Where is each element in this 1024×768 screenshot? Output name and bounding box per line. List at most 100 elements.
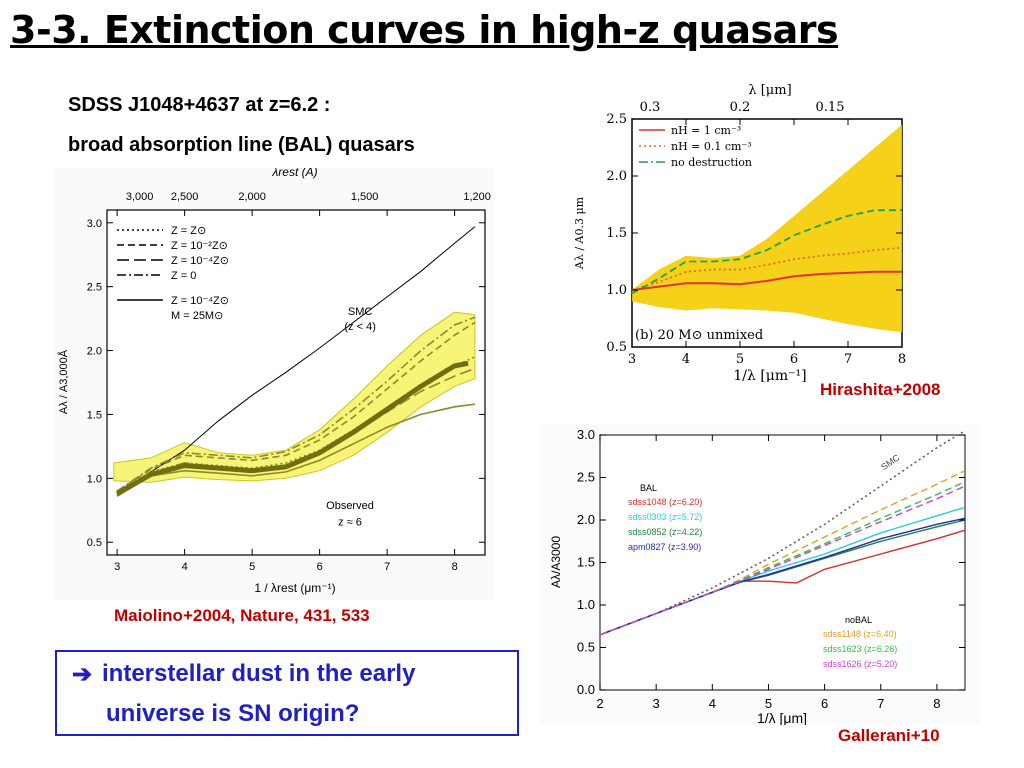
gallerani-extinction-chart: 2 3 4 5 6 7 8 0.0 0.5 1.0 1.5 2.0 2.5 3.0 1/λ [μm] Aλ… [540,425,980,725]
legend-label: nH = 1 cm⁻³ [671,124,741,137]
annotation: SMC [348,306,373,318]
y-tick-label: 2.0 [87,346,102,358]
legend-label: sdss0303 (z=5.72) [628,512,702,522]
legend-label: sdss0852 (z=4.22) [628,527,702,537]
x-tick-label: 4 [709,696,716,711]
axes-layer: 3 4 5 6 7 8 0.5 1.0 1.5 2.0 2.5 3.0 3,000 2,500 2,000 1… [87,191,491,573]
legend-group-title: BAL [640,483,657,493]
top-tick-label: 3,000 [126,191,154,203]
legend-label: nH = 0.1 cm⁻³ [671,140,752,153]
y-tick-label: 1.0 [606,283,627,298]
legend: Z = Z⊙ Z = 10⁻²Z⊙ Z = 10⁻⁴Z⊙ Z = 0 Z = 10⁻⁴Z… [117,225,229,322]
x-tick-label: 3 [653,696,660,711]
x-tick-label: 5 [765,696,772,711]
top-tick-label: 1,200 [463,191,491,203]
annotation: Observed [326,500,374,512]
annotation: z ≈ 6 [338,517,362,529]
citation-gallerani: Gallerani+10 [838,726,940,745]
y-axis-label: Aλ/A3000 [549,536,563,588]
legend-label: sdss1148 (z=6.40) [823,629,897,639]
legend-label: Z = 10⁻⁴Z⊙ [171,255,229,267]
y-tick-label: 1.5 [577,555,595,570]
legend: BAL sdss1048 (z=6.20) sdss0303 (z=5.72) sds… [628,483,897,669]
y-axis-label: Aλ / A3,000Å [57,349,70,414]
hirashita-extinction-chart: 3 4 5 6 7 8 0.5 1.0 1.5 2.0 2.5 0.3 0.2 0.15 λ [μm] 1… [565,82,915,382]
x-tick-label: 7 [844,352,852,367]
callout-box [55,650,519,736]
slide-title: 3-3. Extinction curves in high-z quasars [10,8,839,52]
y-tick-label: 3.0 [87,218,102,230]
y-tick-label: 2.5 [87,282,102,294]
x-tick-label: 8 [452,561,458,573]
top-tick-label: 0.2 [730,100,751,115]
series-line [116,316,476,492]
legend-label: Z = 10⁻⁴Z⊙ [171,295,229,307]
y-tick-label: 0.0 [577,682,595,697]
legend-label: sdss1048 (z=6.20) [628,497,702,507]
legend-label: sdss1626 (z=5.20) [823,659,897,669]
legend-label: no destruction [671,156,752,169]
y-tick-label: 1.5 [87,409,102,421]
top-tick-label: 2,500 [171,191,199,203]
y-tick-label: 1.0 [87,473,102,485]
legend-label: apm0827 (z=3.90) [628,542,701,552]
x-tick-label: 4 [682,352,690,367]
x-tick-label: 5 [736,352,744,367]
y-tick-label: 0.5 [87,537,102,549]
x-tick-label: 8 [898,352,906,367]
x-axis-label: 1/λ [μm⁻¹] [733,368,806,382]
y-tick-label: 0.5 [606,340,627,355]
y-tick-label: 2.5 [606,112,627,127]
axes-layer: 3 4 5 6 7 8 0.5 1.0 1.5 2.0 2.5 0.3 0.2 0.15 [606,100,906,367]
y-tick-label: 2.5 [577,470,595,485]
series-lines-layer [115,226,476,497]
legend: nH = 1 cm⁻³ nH = 0.1 cm⁻³ no destruction [639,124,752,169]
y-tick-label: 2.0 [606,169,627,184]
x-tick-label: 7 [384,561,390,573]
x-tick-label: 2 [596,696,603,711]
legend-label: sdss1623 (z=6.26) [823,644,897,654]
uncertainty-band [632,124,902,333]
series-line [115,360,469,496]
legend-label: Z = Z⊙ [171,225,206,237]
plot-frame [599,434,966,691]
series-line [631,209,902,295]
x-tick-label: 6 [790,352,798,367]
legend-label: Z = 10⁻²Z⊙ [171,240,228,252]
citation-maiolino: Maiolino+2004, Nature, 431, 533 [114,606,370,625]
y-tick-label: 1.5 [606,226,627,241]
x-axis-label: 1 / λrest (μm⁻¹) [254,581,335,595]
x-tick-label: 4 [182,561,188,573]
series-line [599,485,966,636]
series-line [116,403,476,497]
top-tick-label: 1,500 [351,191,379,203]
top-axis-label: λrest (Å) [271,168,317,179]
x-tick-label: 3 [114,561,120,573]
series-line [116,226,476,496]
x-tick-label: 7 [877,696,884,711]
top-tick-label: 2,000 [238,191,266,203]
top-tick-label: 0.15 [816,100,845,115]
subtitle-line1: SDSS J1048+4637 at z=6.2 : [68,94,331,116]
callout-line2: universe is SN origin? [106,700,360,727]
x-tick-label: 8 [933,696,940,711]
maiolino-extinction-chart: 3 4 5 6 7 8 0.5 1.0 1.5 2.0 2.5 3.0 3,000 2,500 2,000 1… [55,168,495,600]
callout-line1: interstellar dust in the early [102,660,416,687]
x-tick-label: 6 [317,561,323,573]
x-tick-label: 6 [821,696,828,711]
y-tick-label: 1.0 [577,597,595,612]
y-tick-label: 2.0 [577,512,595,527]
series-lines-layer [631,209,903,295]
series-line [631,270,902,291]
legend-group-title: noBAL [845,615,872,625]
y-axis-label: Aλ / A0.3 μm [573,196,586,270]
axes-layer: 2 3 4 5 6 7 8 0.0 0.5 1.0 1.5 2.0 2.5 3.0 [577,427,965,711]
series-line [116,321,476,492]
y-tick-label: 0.5 [577,640,595,655]
subtitle-line2: broad absorption line (BAL) quasars [68,134,415,156]
x-tick-label: 5 [249,561,255,573]
series-lines-layer [599,430,966,636]
top-tick-label: 0.3 [640,100,661,115]
annotations: SMC (z < 4) Observed z ≈ 6 [326,306,376,529]
legend-label: M = 25M⊙ [171,310,223,322]
